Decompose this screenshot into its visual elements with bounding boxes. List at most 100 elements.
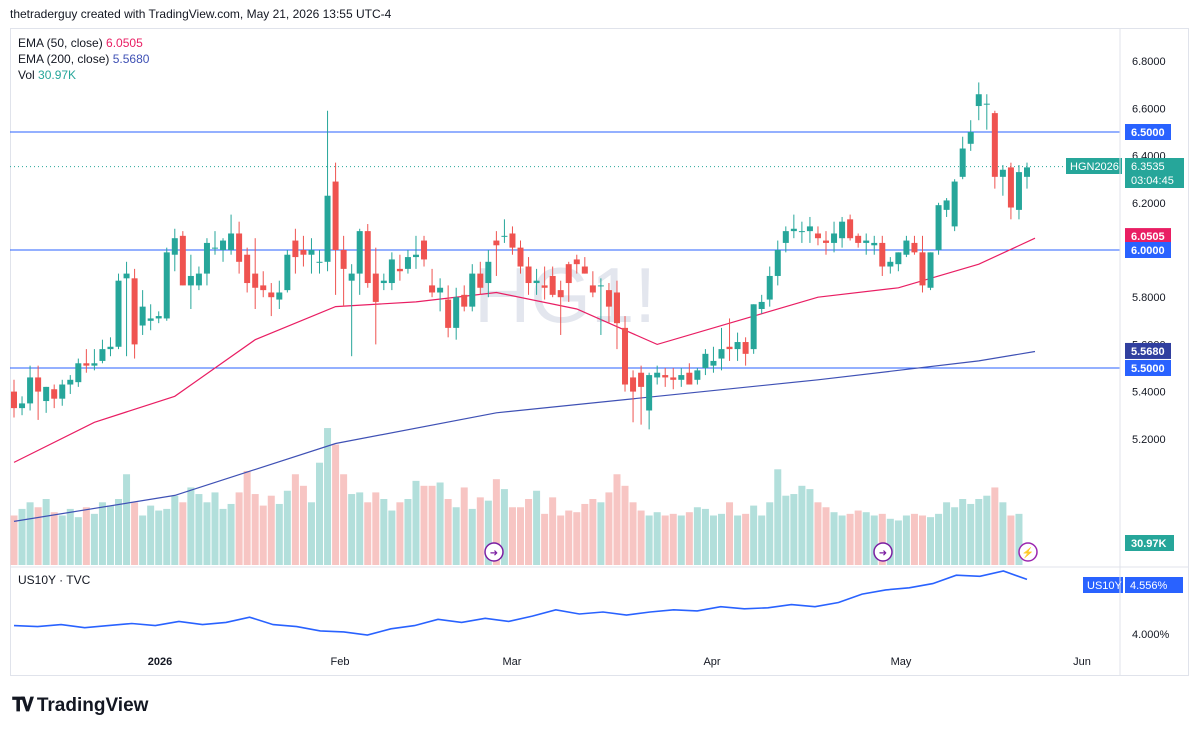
candle-body (638, 372, 645, 387)
volume-bar (227, 503, 235, 565)
tradingview-logo[interactable]: 𝐓𝐕 TradingView (12, 695, 148, 717)
candle-body (59, 384, 66, 399)
event-marker-1[interactable] (873, 542, 893, 562)
volume-bar (147, 505, 155, 565)
candle-body (501, 235, 508, 237)
candle-body (292, 240, 299, 258)
candle-body (1007, 167, 1014, 208)
candle-body (404, 257, 411, 269)
us10y-pane-title[interactable]: US10Y · TVC (18, 573, 91, 587)
candle-body (895, 252, 902, 265)
us10y-ticker: US10Y (1087, 580, 1123, 592)
candle-body (517, 247, 524, 267)
x-tick-label: Mar (503, 656, 522, 668)
volume-bar (581, 503, 589, 565)
candle-body (613, 292, 620, 324)
candle-body (203, 242, 210, 274)
candle-body (887, 261, 894, 267)
volume-tag: 30.97K (1131, 538, 1167, 550)
candle-body (879, 242, 886, 267)
volume-bar (693, 507, 701, 565)
volume-bar (661, 515, 669, 565)
volume-bar (927, 517, 935, 565)
candle-body (396, 268, 403, 272)
candle-body (798, 231, 805, 233)
candle-body (252, 273, 259, 288)
volume-bar (717, 513, 725, 565)
ema200-tag: 5.5680 (1131, 346, 1165, 358)
volume-bar (838, 515, 846, 565)
candle-body (871, 242, 878, 246)
volume-bar (380, 499, 388, 565)
candle-body (541, 285, 548, 288)
us10y-tick-label: 4.000% (1132, 629, 1170, 641)
candle-body (734, 342, 741, 350)
volume-bar (404, 499, 412, 565)
volume-bar (653, 512, 661, 565)
volume-bar (50, 512, 58, 565)
volume-bar (452, 507, 460, 565)
candle-body (171, 238, 178, 255)
volume-bar (685, 512, 693, 565)
volume-bar (846, 513, 854, 565)
candle-body (774, 250, 781, 276)
volume-bar (629, 502, 637, 565)
legend-ema200[interactable]: EMA (200, close) 5.5680 (18, 51, 149, 67)
volume-bar (10, 515, 18, 565)
candle-body (831, 233, 838, 243)
volume-bar (42, 499, 50, 565)
candle-body (372, 273, 379, 302)
legend-ema50[interactable]: EMA (50, close) 6.0505 (18, 35, 143, 51)
volume-bar (18, 508, 26, 565)
legend-volume-value: 30.97K (38, 68, 77, 82)
candle-body (790, 228, 797, 232)
ema200-line (13, 350, 1036, 522)
us10y-line (13, 570, 1028, 636)
candle-body (670, 377, 677, 380)
candle-body (662, 375, 669, 378)
volume-bar (508, 507, 516, 565)
candle-body (155, 316, 162, 319)
candle-body (839, 221, 846, 239)
level-tag-5500: 5.5000 (1131, 363, 1165, 375)
candle-body (951, 181, 958, 227)
event-marker-icon: ➜ (879, 548, 887, 559)
volume-bar (766, 502, 774, 565)
event-marker-0[interactable] (484, 542, 504, 562)
candle-body (493, 240, 500, 246)
volume-bar (412, 480, 420, 565)
candle-body (356, 231, 363, 274)
candle-body (340, 250, 347, 269)
candle-body (806, 226, 813, 232)
volume-bar (106, 505, 114, 565)
candle-body (131, 278, 138, 345)
volume-bar (428, 485, 436, 565)
candle-body (766, 275, 773, 300)
candle-body (750, 304, 757, 350)
candle-body (605, 290, 612, 307)
event-marker-2[interactable] (1018, 542, 1038, 562)
legend-volume[interactable]: Vol 30.97K (18, 67, 76, 83)
volume-bar (98, 502, 106, 565)
candle-body (445, 299, 452, 328)
symbol-tag-bg (1066, 158, 1122, 174)
candle-body (622, 327, 629, 385)
candle-body (228, 233, 235, 250)
volume-bar (983, 495, 991, 565)
volume-bar (179, 502, 187, 565)
volume-bar (525, 499, 533, 565)
volume-bar (492, 479, 500, 565)
volume-tag-bg (1125, 535, 1174, 551)
event-marker-icon: ➜ (490, 548, 498, 559)
candle-body (1015, 172, 1022, 210)
candle-body (67, 379, 74, 385)
volume-bar (910, 513, 918, 565)
x-tick-label: Apr (703, 656, 720, 668)
candle-body (1024, 167, 1030, 177)
volume-bar (790, 494, 798, 565)
candle-body (814, 233, 821, 239)
candle-body (147, 318, 154, 321)
candle-body (412, 254, 419, 258)
volume-bar (814, 502, 822, 565)
